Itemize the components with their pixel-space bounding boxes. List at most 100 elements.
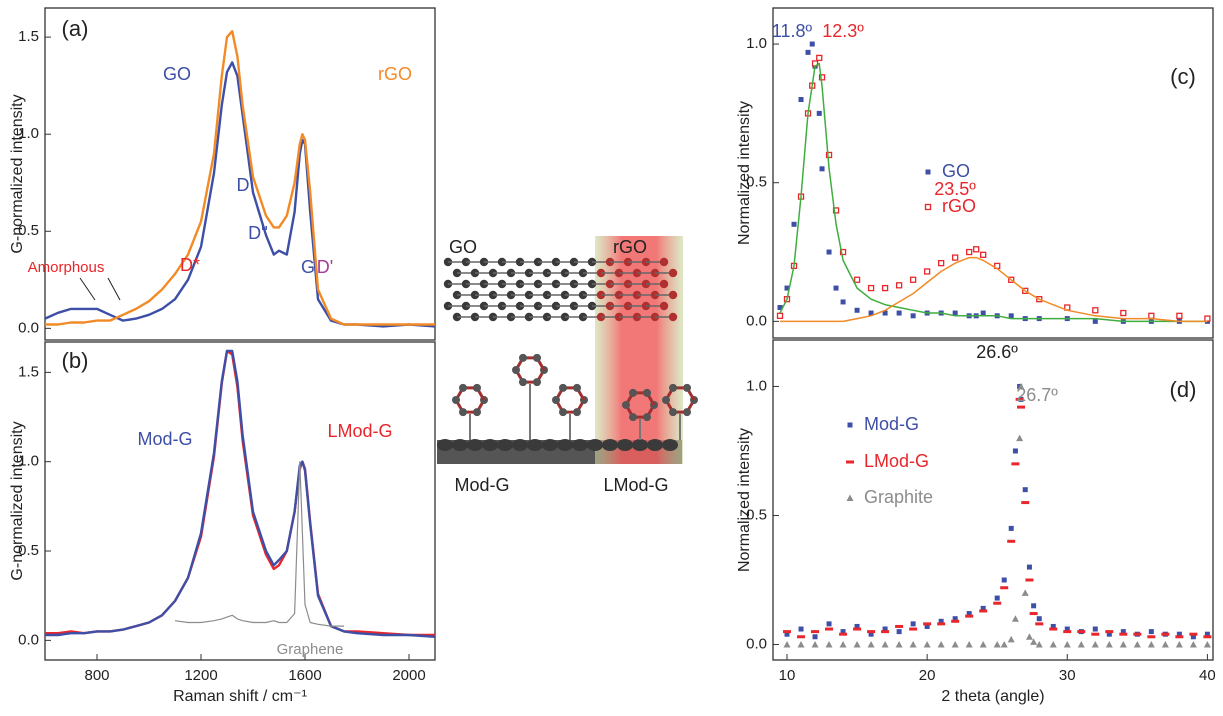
surface-atom: [497, 439, 513, 451]
point: [882, 626, 888, 632]
y-tick-label: 1.5: [18, 363, 39, 380]
point: [811, 641, 819, 648]
point: [776, 312, 784, 319]
y-tick-label: 0.5: [18, 542, 39, 559]
data-line: [45, 349, 435, 637]
annotation: 23.5º: [934, 179, 976, 199]
point: [881, 630, 890, 634]
annotation: Amorphous: [28, 259, 105, 276]
diagram-label: GO: [449, 237, 477, 257]
diagram-label: rGO: [613, 237, 647, 257]
point: [973, 246, 980, 253]
point: [1175, 635, 1184, 639]
point: [909, 276, 917, 283]
point: [783, 630, 792, 634]
x-tick-label: 1200: [184, 667, 217, 684]
point: [816, 54, 823, 62]
surface-atom: [572, 439, 588, 451]
point: [825, 627, 834, 631]
point: [1000, 641, 1008, 648]
surface-atom: [662, 439, 678, 451]
atom: [473, 383, 481, 392]
series-label: Graphene: [277, 641, 344, 658]
x-axis-label: 2 theta (angle): [941, 688, 1044, 705]
point: [797, 635, 806, 639]
point: [818, 74, 826, 81]
point: [979, 641, 987, 648]
legend-marker: [924, 203, 932, 211]
point: [1106, 631, 1112, 637]
point: [853, 627, 862, 631]
series-label: LMod-G: [327, 421, 392, 441]
point: [1025, 633, 1033, 640]
point: [805, 49, 811, 55]
point: [1091, 641, 1099, 648]
x-tick-label: 20: [919, 667, 936, 684]
surface-atom: [587, 439, 603, 451]
y-axis-label: Normalized intensity: [736, 428, 753, 572]
point: [980, 605, 986, 611]
point: [1133, 632, 1142, 636]
surface-atom: [452, 439, 468, 451]
x-axis-label: Raman shift / cm⁻¹: [173, 688, 307, 705]
y-tick-label: 1.0: [18, 453, 39, 470]
point: [993, 641, 1001, 648]
point: [1092, 307, 1099, 314]
atom: [459, 408, 467, 417]
point: [965, 614, 974, 618]
point: [1011, 462, 1020, 466]
point: [1001, 577, 1007, 583]
point: [784, 285, 790, 291]
point: [1011, 615, 1019, 622]
atom: [519, 378, 527, 387]
atom: [622, 401, 630, 409]
atom: [573, 408, 581, 417]
point: [1190, 634, 1196, 640]
point: [980, 310, 986, 316]
data-line: [779, 62, 1208, 323]
point: [937, 622, 946, 626]
y-tick-label: 1.0: [746, 35, 767, 52]
point: [910, 313, 916, 319]
atom: [659, 257, 669, 267]
annotation: D': [317, 257, 333, 277]
point: [895, 282, 903, 289]
point: [1025, 578, 1034, 582]
point: [1063, 630, 1072, 634]
y-tick-label: 0.5: [18, 222, 39, 239]
point: [839, 248, 847, 256]
point: [839, 632, 848, 636]
atom: [512, 366, 520, 374]
x-tick-label: 800: [84, 667, 109, 684]
point: [1119, 632, 1128, 636]
annotation: 26.6º: [976, 342, 1018, 362]
arrow: [79, 277, 96, 301]
series-label: GO: [163, 64, 191, 84]
point: [1203, 641, 1211, 648]
point: [1204, 315, 1211, 322]
point: [1026, 564, 1032, 570]
atom: [473, 408, 481, 417]
point: [923, 622, 932, 626]
point: [1147, 641, 1155, 648]
point: [1064, 626, 1070, 632]
legend-label: LMod-G: [864, 451, 929, 471]
point: [896, 310, 902, 316]
point: [784, 631, 790, 637]
point: [816, 110, 822, 116]
x-tick-label: 40: [1199, 667, 1216, 684]
annotation: D'': [248, 223, 268, 243]
y-axis-label: G-normalized intensity: [9, 94, 26, 253]
point: [867, 630, 876, 634]
annotation: G: [301, 257, 315, 277]
y-tick-label: 1.0: [746, 377, 767, 394]
point: [777, 304, 783, 310]
point: [1049, 627, 1058, 631]
point: [1176, 312, 1183, 319]
x-tick-label: 1600: [288, 667, 321, 684]
atom: [669, 383, 677, 392]
surface-atom: [527, 439, 543, 451]
point: [809, 41, 815, 47]
atom: [519, 353, 527, 362]
